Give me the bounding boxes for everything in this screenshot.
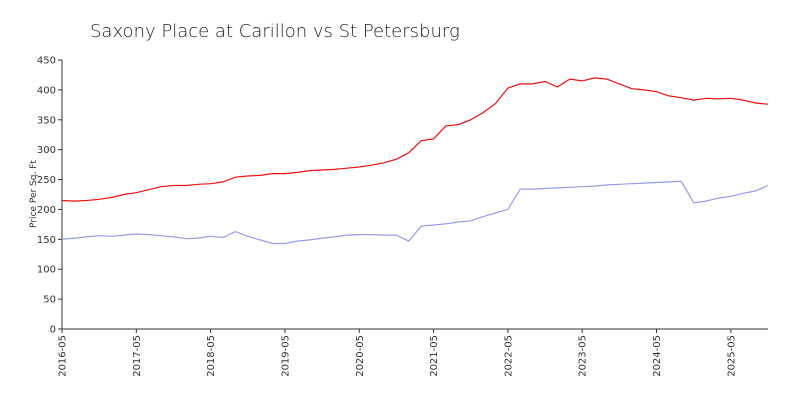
y-tick-label: 150 [37, 235, 56, 246]
x-tick-label: 2025-05 [726, 335, 737, 377]
y-axis-label: Price Per Sq. Ft [29, 160, 39, 228]
x-tick-label: 2020-05 [355, 335, 366, 377]
y-tick-label: 450 [37, 56, 56, 67]
x-tick-label: 2019-05 [280, 335, 291, 377]
x-tick-label: 2017-05 [132, 335, 143, 377]
series-line [61, 180, 769, 245]
y-tick-label: 100 [37, 265, 56, 276]
y-tick-label: 300 [37, 145, 56, 156]
y-tick-label: 350 [37, 115, 56, 126]
series-line [61, 77, 769, 202]
y-tick-label: 250 [37, 175, 56, 186]
x-tick-label: 2024-05 [652, 335, 663, 377]
y-tick-label: 200 [37, 205, 56, 216]
chart-title: Saxony Place at Carillon vs St Petersbur… [90, 21, 460, 42]
x-tick-label: 2016-05 [58, 335, 69, 377]
x-tick-label: 2018-05 [206, 335, 217, 377]
y-tick-label: 400 [37, 85, 56, 96]
y-tick-label: 50 [43, 295, 56, 306]
x-tick-label: 2023-05 [578, 335, 589, 377]
y-tick-label: 0 [50, 325, 56, 336]
x-tick-label: 2022-05 [503, 335, 514, 377]
x-tick-label: 2021-05 [429, 335, 440, 377]
